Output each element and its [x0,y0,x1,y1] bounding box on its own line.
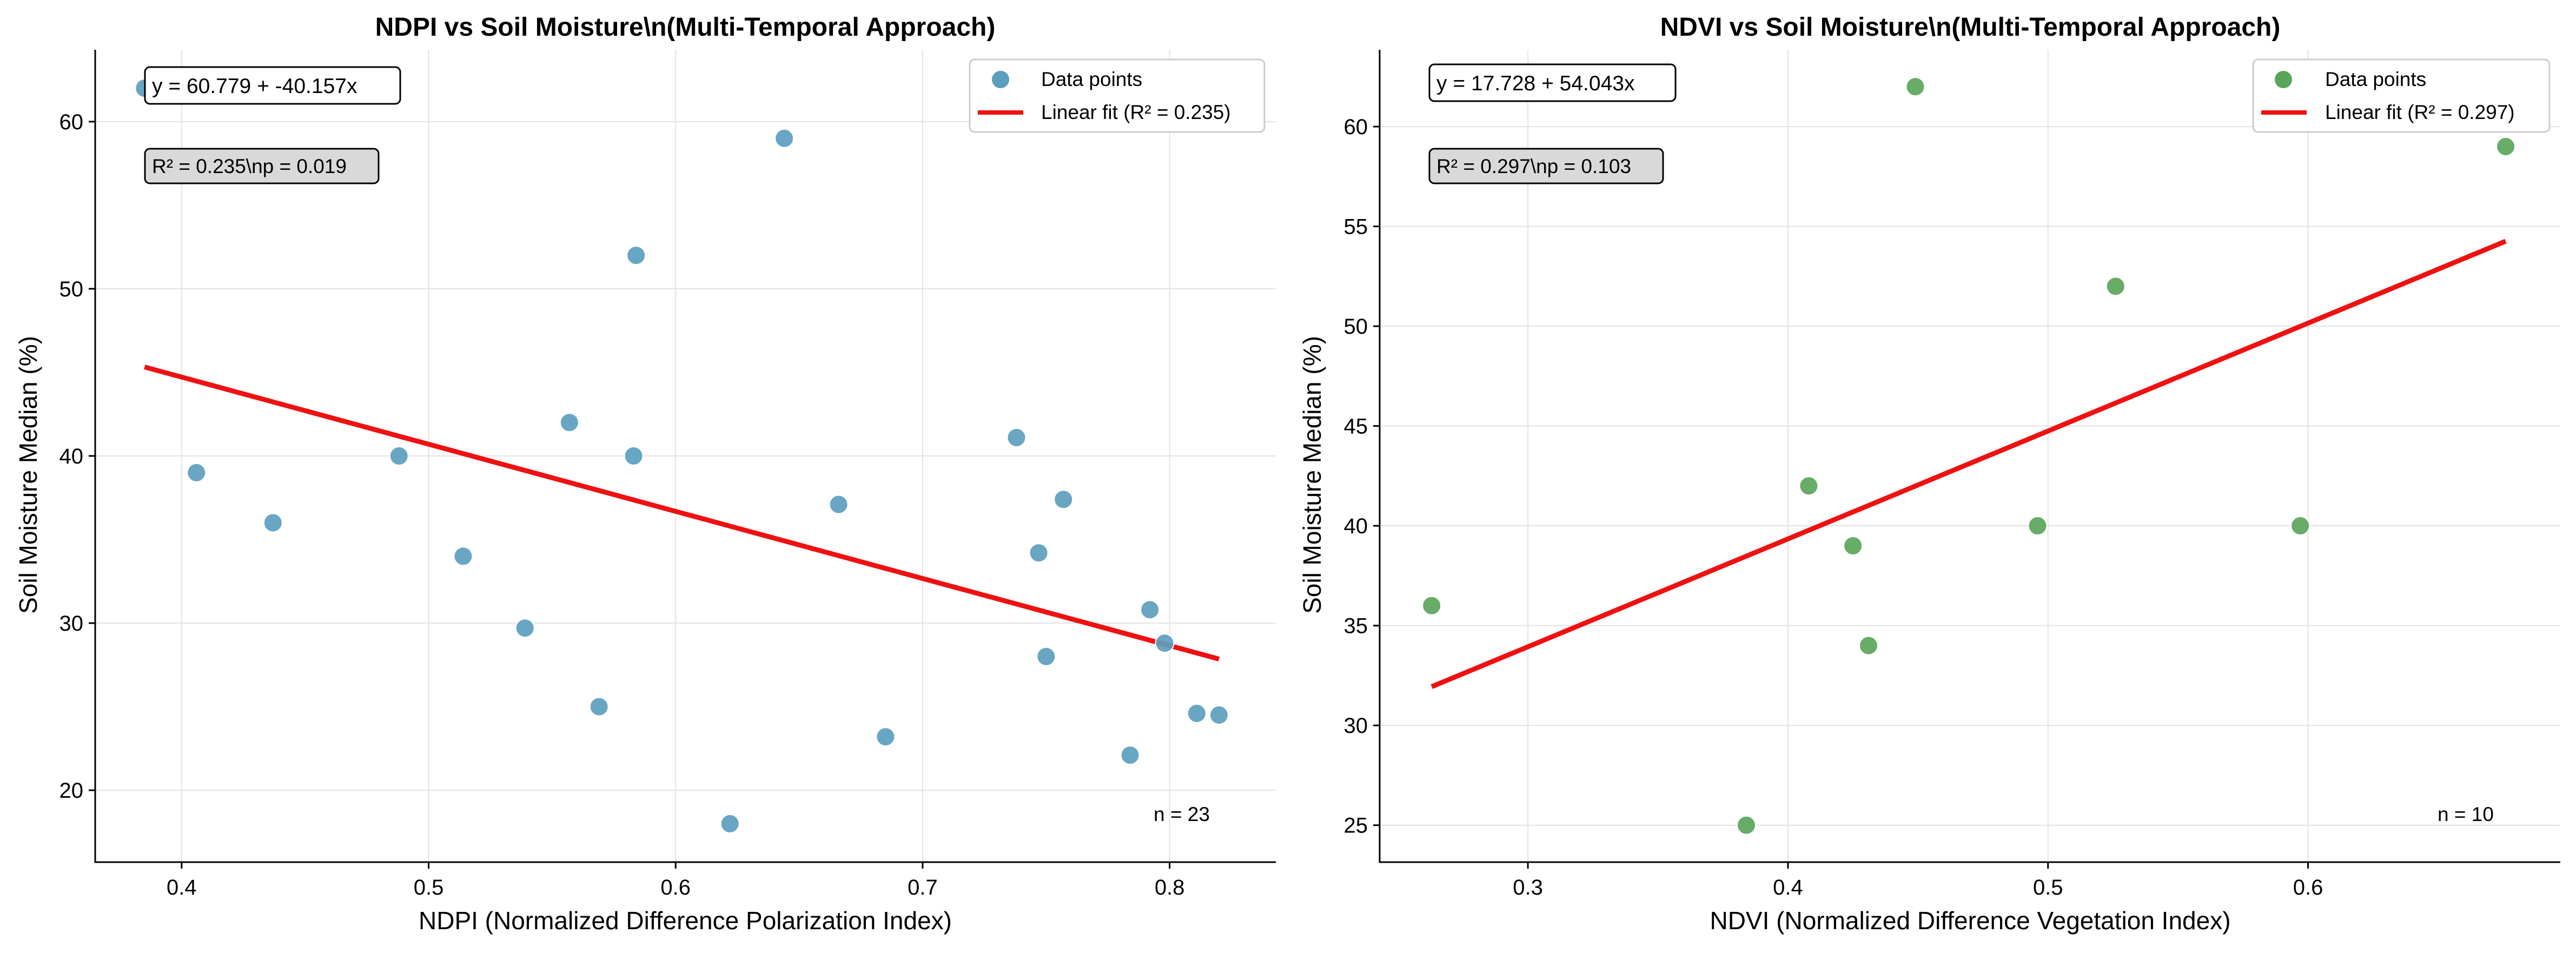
ndvi-x-ticks: 0.3 0.4 0.5 0.6 [1513,862,2323,899]
ndpi-y-ticks: 20 30 40 50 60 [59,110,95,803]
ndpi-x-tick-label: 0.4 [167,876,197,899]
ndvi-x-tick-label: 0.3 [1513,876,1543,899]
ndpi-y-tick-label: 30 [59,612,84,636]
ndvi-fit-layer [1431,239,2507,689]
ndvi-y-ticks: 25 30 35 40 45 50 55 60 [1344,115,1380,838]
ndvi-fit-line [1431,239,2507,689]
ndpi-data-point [829,494,849,514]
ndvi-sample-count: n = 10 [2438,803,2494,825]
ndvi-data-point [1858,636,1878,656]
ndpi-data-point [453,546,473,566]
ndvi-x-tick-label: 0.6 [2293,876,2323,899]
ndpi-data-point [1006,428,1027,448]
ndpi-stats-text: R² = 0.235\np = 0.019 [152,155,347,177]
ndpi-data-point [1187,703,1207,723]
ndvi-legend-fit-label: Linear fit (R² = 0.297) [2325,101,2515,123]
ndpi-y-tick-label: 40 [59,445,84,468]
ndvi-stats-box-frame [1428,148,1664,184]
ndpi-legend-points-marker [991,70,1010,89]
ndpi-y-tick-label: 60 [59,110,84,134]
ndpi-equation-box: y = 60.779 + -40.157x [144,66,401,105]
ndpi-x-tick-label: 0.8 [1155,876,1185,899]
ndpi-y-tick-label: 50 [59,277,84,301]
ndpi-data-point [1140,600,1160,620]
ndvi-legend-points-marker [2274,70,2293,89]
ndpi-x-ticks: 0.4 0.5 0.6 0.7 0.8 [167,862,1184,899]
ndpi-equation-text: y = 60.779 + -40.157x [152,75,357,98]
ndpi-x-tick-label: 0.7 [908,876,938,899]
ndvi-data-point [2028,516,2048,536]
ndvi-legend-frame [2252,58,2551,133]
ndvi-y-tick-label: 30 [1344,714,1368,738]
ndvi-y-tick-label: 55 [1344,215,1368,239]
ndvi-equation-box: y = 17.728 + 54.043x [1428,63,1677,102]
ndvi-data-point [1422,595,1442,616]
ndvi-chart-panel: NDVI vs Soil Moisture\n(Multi-Temporal A… [1298,13,2560,935]
ndvi-y-tick-label: 45 [1344,415,1368,439]
ndvi-axes [1379,50,2560,863]
ndpi-fit-layer [144,365,1220,661]
ndvi-data-point [2105,276,2125,296]
ndvi-y-tick-label: 35 [1344,614,1368,638]
ndpi-y-axis-label: Soil Moisture Median (%) [14,336,42,614]
ndpi-stats-box: R² = 0.235\np = 0.019 [144,148,380,184]
ndvi-legend: Data points Linear fit (R² = 0.297) [2252,58,2551,133]
ndpi-equation-box-frame [144,66,401,105]
ndpi-data-point [559,413,579,433]
ndpi-legend-fit-label: Linear fit (R² = 0.235) [1041,101,1231,123]
ndpi-data-point [1036,646,1056,666]
ndpi-y-tick-label: 20 [59,779,84,803]
ndpi-data-point [720,813,740,833]
ndpi-data-point [187,462,207,482]
ndpi-data-point [1155,633,1175,653]
ndvi-y-tick-label: 60 [1344,115,1368,139]
ndpi-data-point [774,128,794,148]
ndpi-x-axis-label: NDPI (Normalized Difference Polarization… [419,906,952,935]
ndpi-legend-points-label: Data points [1041,68,1142,90]
ndvi-chart-title: NDVI vs Soil Moisture\n(Multi-Temporal A… [1660,13,2281,42]
ndpi-sample-count: n = 23 [1154,803,1210,825]
ndvi-y-tick-label: 40 [1344,514,1368,538]
ndvi-stats-text: R² = 0.297\np = 0.103 [1436,155,1631,177]
ndvi-data-point [2496,136,2516,156]
ndvi-data-point [1799,476,1819,496]
ndvi-x-axis-label: NDVI (Normalized Difference Vegetation I… [1710,906,2230,935]
ndpi-data-point [1209,705,1229,725]
ndpi-x-tick-label: 0.5 [414,876,444,899]
ndpi-chart-title: NDPI vs Soil Moisture\n(Multi-Temporal A… [375,13,996,42]
ndpi-legend: Data points Linear fit (R² = 0.235) [969,58,1266,133]
ndpi-fit-line [144,365,1220,661]
ndvi-data-point [2290,516,2310,536]
ndpi-points-layer [135,78,1229,833]
ndpi-data-point [1120,745,1140,765]
ndpi-data-point [624,446,644,466]
ndvi-data-point [1905,77,1925,97]
ndvi-stats-box: R² = 0.297\np = 0.103 [1428,148,1664,184]
ndpi-data-point [1029,543,1049,563]
ndpi-data-point [389,446,409,466]
ndvi-points-layer [1422,77,2516,835]
ndpi-data-point [515,618,535,638]
ndpi-data-point [589,697,609,717]
ndvi-equation-text: y = 17.728 + 54.043x [1436,72,1635,95]
ndvi-x-tick-label: 0.5 [2033,876,2063,899]
ndpi-chart-panel: NDPI vs Soil Moisture\n(Multi-Temporal A… [14,13,1276,935]
ndpi-data-point [626,246,646,266]
ndvi-data-point [1736,815,1756,835]
ndvi-y-axis-label: Soil Moisture Median (%) [1298,336,1326,614]
ndvi-x-tick-label: 0.4 [1773,876,1803,899]
ndpi-data-point [876,727,896,747]
ndpi-stats-box-frame [144,148,380,184]
ndvi-legend-points-label: Data points [2325,68,2426,90]
ndpi-data-point [263,513,283,533]
ndvi-y-tick-label: 50 [1344,315,1368,339]
ndvi-data-point [1843,536,1863,556]
ndpi-data-point [1054,489,1074,509]
ndvi-equation-box-frame [1428,63,1677,102]
ndpi-legend-frame [969,58,1266,133]
ndvi-y-tick-label: 25 [1344,814,1368,838]
ndpi-x-tick-label: 0.6 [660,876,691,899]
